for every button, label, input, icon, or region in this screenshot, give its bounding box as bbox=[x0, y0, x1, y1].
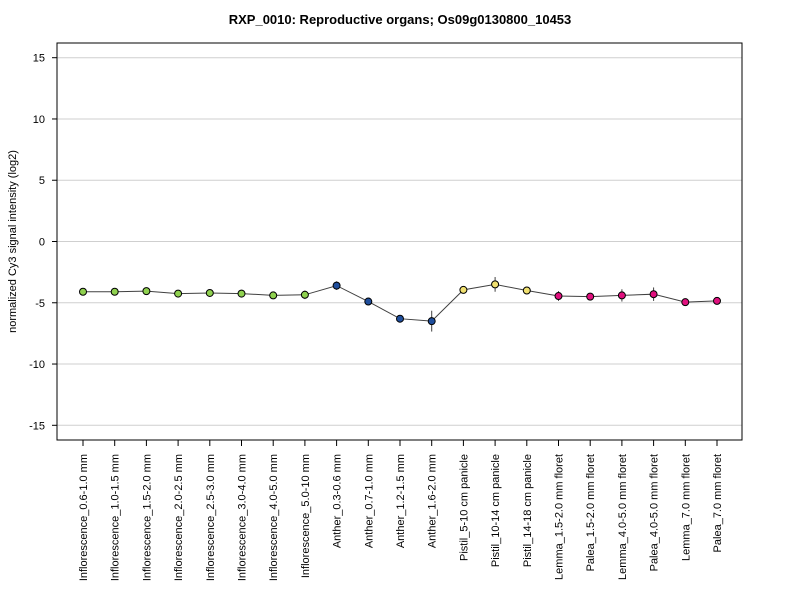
x-tick-label: Lemma_1.5-2.0 mm floret bbox=[554, 454, 566, 580]
data-point bbox=[332, 281, 341, 290]
x-tick-label: Pistil_14-18 cm panicle bbox=[522, 454, 534, 567]
error-layer bbox=[82, 277, 718, 332]
x-tick-label: Inflorescence_3.0-4.0 mm bbox=[237, 454, 249, 581]
x-axis: Inflorescence_0.6-1.0 mm Inflorescence_1.… bbox=[78, 440, 724, 581]
y-tick-label: -10 bbox=[29, 359, 45, 371]
x-tick-label: Palea_1.5-2.0 mm floret bbox=[585, 454, 597, 571]
y-tick-label: -5 bbox=[35, 298, 45, 310]
data-point bbox=[364, 297, 373, 306]
x-tick-label: Pistil_5-10 cm panicle bbox=[458, 454, 470, 561]
x-tick-label: Palea_7.0 mm floret bbox=[712, 454, 724, 552]
data-point bbox=[522, 286, 531, 295]
data-point bbox=[79, 287, 87, 296]
data-point bbox=[554, 292, 563, 301]
x-tick-label: Pistil_10-14 cm panicle bbox=[490, 454, 502, 567]
x-tick-label: Anther_0.3-0.6 mm bbox=[332, 454, 344, 548]
x-tick-label: Palea_4.0-5.0 mm floret bbox=[649, 454, 661, 571]
data-point bbox=[142, 287, 151, 296]
x-tick-label: Inflorescence_5.0-10 mm bbox=[300, 454, 312, 578]
x-tick-label: Inflorescence_0.6-1.0 mm bbox=[78, 454, 90, 581]
data-point bbox=[617, 291, 626, 300]
x-tick-label: Anther_1.2-1.5 mm bbox=[395, 454, 407, 548]
y-tick-label: -15 bbox=[29, 420, 45, 432]
point-layer bbox=[79, 280, 721, 326]
x-tick-label: Anther_1.6-2.0 mm bbox=[427, 454, 439, 548]
data-point bbox=[237, 289, 246, 298]
chart-title: RXP_0010: Reproductive organs; Os09g0130… bbox=[228, 12, 572, 27]
x-tick-label: Anther_0.7-1.0 mm bbox=[363, 454, 375, 548]
data-point bbox=[205, 288, 214, 297]
data-point bbox=[491, 280, 500, 289]
x-tick-label: Lemma_7.0 mm floret bbox=[680, 454, 692, 561]
data-point bbox=[110, 287, 119, 296]
data-point bbox=[269, 291, 278, 300]
data-point bbox=[396, 314, 404, 323]
y-tick-label: 5 bbox=[39, 175, 45, 187]
x-tick-label: Inflorescence_1.0-1.5 mm bbox=[110, 454, 122, 581]
x-tick-label: Inflorescence_4.0-5.0 mm bbox=[268, 454, 280, 581]
x-tick-label: Inflorescence_2.5-3.0 mm bbox=[205, 454, 217, 581]
y-tick-label: 15 bbox=[33, 53, 45, 65]
data-point bbox=[427, 317, 436, 326]
x-tick-label: Inflorescence_2.0-2.5 mm bbox=[173, 454, 185, 581]
data-point bbox=[713, 296, 721, 305]
y-axis-title: normalized Cy3 signal intensity (log2) bbox=[7, 150, 19, 333]
y-tick-label: 10 bbox=[33, 114, 45, 126]
data-point bbox=[649, 290, 658, 299]
data-point bbox=[586, 292, 595, 301]
data-point bbox=[174, 289, 183, 298]
data-point bbox=[459, 285, 468, 294]
y-axis: -15 -10 -5 0 5 10 15 bbox=[29, 53, 57, 432]
data-point bbox=[300, 290, 309, 299]
x-tick-label: Inflorescence_1.5-2.0 mm bbox=[141, 454, 153, 581]
x-tick-label: Lemma_4.0-5.0 mm floret bbox=[617, 454, 629, 580]
y-tick-label: 0 bbox=[39, 237, 45, 249]
grid-layer bbox=[57, 57, 742, 426]
data-point bbox=[681, 298, 690, 307]
